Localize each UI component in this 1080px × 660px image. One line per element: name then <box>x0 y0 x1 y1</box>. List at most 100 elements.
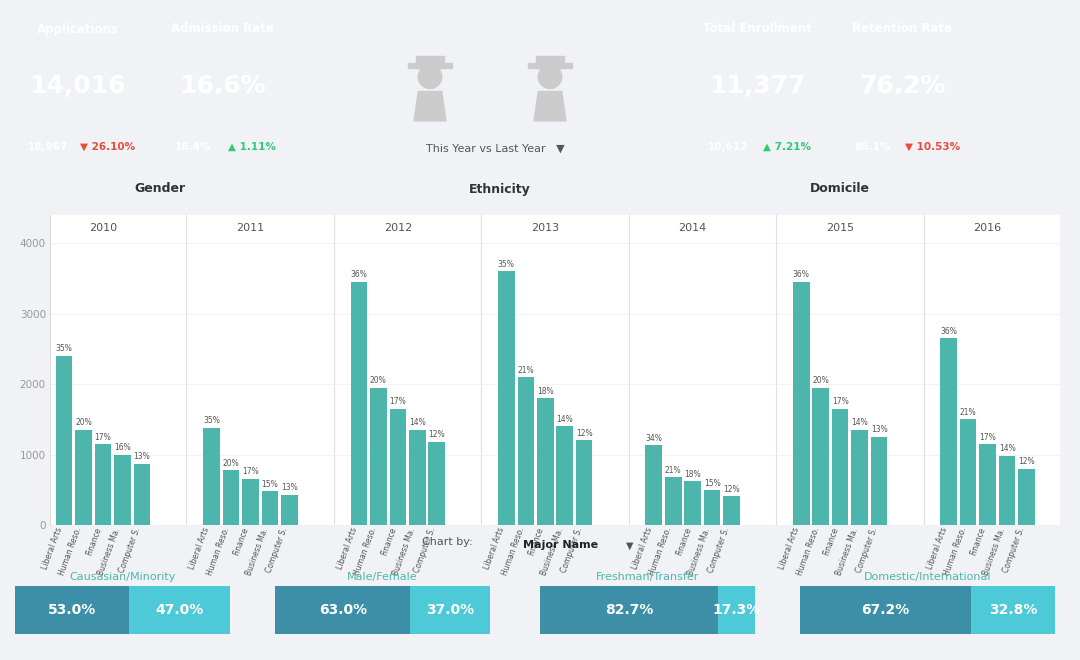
Polygon shape <box>534 92 566 121</box>
Bar <box>370 387 387 525</box>
Text: 67.2%: 67.2% <box>862 603 909 617</box>
Bar <box>537 398 554 525</box>
Bar <box>665 477 681 525</box>
Text: 17%: 17% <box>390 397 406 407</box>
Text: 10,612: 10,612 <box>707 141 748 152</box>
Bar <box>812 387 829 525</box>
Bar <box>129 586 230 634</box>
Text: 17%: 17% <box>94 432 111 442</box>
Text: 18,967: 18,967 <box>28 141 68 152</box>
Circle shape <box>538 65 562 88</box>
Text: Chart by:: Chart by: <box>422 537 473 546</box>
Text: 18%: 18% <box>537 387 554 396</box>
Bar <box>1018 469 1035 525</box>
Text: 36%: 36% <box>350 271 367 279</box>
Text: 12%: 12% <box>1018 457 1035 466</box>
Bar <box>941 339 957 525</box>
Text: Applications: Applications <box>37 22 119 36</box>
Bar <box>56 356 72 525</box>
Bar <box>242 478 258 525</box>
Text: 21%: 21% <box>517 366 535 375</box>
Text: 15%: 15% <box>261 480 279 488</box>
Text: 14%: 14% <box>556 415 573 424</box>
Bar <box>95 444 111 525</box>
Text: 20%: 20% <box>370 376 387 385</box>
Bar <box>203 428 219 525</box>
Text: Gender: Gender <box>134 183 186 195</box>
Bar <box>15 586 129 634</box>
Text: 16%: 16% <box>114 443 131 452</box>
Bar <box>351 282 367 525</box>
Bar <box>793 282 810 525</box>
Text: 35%: 35% <box>203 416 220 425</box>
Bar <box>275 586 410 634</box>
Bar <box>114 455 131 525</box>
Bar <box>999 456 1015 525</box>
Bar <box>408 63 451 67</box>
Text: 37.0%: 37.0% <box>427 603 474 617</box>
Bar <box>498 271 514 525</box>
Bar <box>134 464 150 525</box>
Text: 18%: 18% <box>685 470 701 479</box>
Bar <box>261 491 278 525</box>
Text: 17%: 17% <box>242 467 259 476</box>
Text: Male/Female: Male/Female <box>347 572 418 582</box>
Text: 2014: 2014 <box>678 222 706 233</box>
Text: 53.0%: 53.0% <box>48 603 96 617</box>
Text: Causasian/Minority: Causasian/Minority <box>69 572 176 582</box>
Text: Freshman/Transfer: Freshman/Transfer <box>596 572 699 582</box>
Text: Major Name: Major Name <box>523 541 598 550</box>
Text: 20%: 20% <box>75 418 92 428</box>
Bar <box>704 490 720 525</box>
Text: 12%: 12% <box>429 430 445 440</box>
Bar <box>724 496 740 525</box>
Text: 2015: 2015 <box>826 222 854 233</box>
Text: 14,016: 14,016 <box>29 74 125 98</box>
Text: ▼ 26.10%: ▼ 26.10% <box>80 141 135 152</box>
Text: Domestic/International: Domestic/International <box>864 572 991 582</box>
Bar <box>800 586 971 634</box>
Text: 35%: 35% <box>55 345 72 354</box>
Text: 2012: 2012 <box>383 222 411 233</box>
Text: 12%: 12% <box>724 484 740 494</box>
Text: 2013: 2013 <box>531 222 559 233</box>
Text: ▼ 10.53%: ▼ 10.53% <box>905 141 960 152</box>
Text: 16.6%: 16.6% <box>179 74 266 98</box>
Text: Admission Rate: Admission Rate <box>171 22 274 36</box>
Text: 34%: 34% <box>646 434 662 443</box>
Bar <box>409 430 426 525</box>
Text: 17%: 17% <box>980 432 996 442</box>
Text: 32.8%: 32.8% <box>989 603 1038 617</box>
Bar <box>870 437 888 525</box>
Text: 2011: 2011 <box>237 222 265 233</box>
Text: 13%: 13% <box>281 483 298 492</box>
Text: 21%: 21% <box>665 465 681 475</box>
Bar <box>281 495 298 525</box>
Text: 47.0%: 47.0% <box>156 603 204 617</box>
Text: 12%: 12% <box>576 429 593 438</box>
Bar <box>416 56 444 67</box>
Bar <box>517 377 535 525</box>
Bar <box>646 446 662 525</box>
Text: Domicile: Domicile <box>810 183 870 195</box>
Text: 63.0%: 63.0% <box>319 603 367 617</box>
Bar <box>540 586 718 634</box>
Text: 76.2%: 76.2% <box>860 74 946 98</box>
Text: 82.7%: 82.7% <box>605 603 653 617</box>
Text: 13%: 13% <box>134 452 150 461</box>
Text: 20%: 20% <box>812 376 829 385</box>
Text: This Year vs Last Year   ▼: This Year vs Last Year ▼ <box>426 144 565 154</box>
Bar <box>410 586 490 634</box>
Text: 35%: 35% <box>498 260 515 269</box>
Bar <box>832 409 849 525</box>
Text: 13%: 13% <box>870 426 888 434</box>
Text: ▲ 7.21%: ▲ 7.21% <box>764 141 811 152</box>
Text: Ethnicity: Ethnicity <box>469 183 531 195</box>
Bar <box>718 586 755 634</box>
Text: 11,377: 11,377 <box>710 74 806 98</box>
Text: 36%: 36% <box>941 327 957 336</box>
Bar <box>980 444 996 525</box>
Bar <box>851 430 868 525</box>
Text: Total Enrollment: Total Enrollment <box>703 22 812 36</box>
Text: 14%: 14% <box>999 444 1015 453</box>
